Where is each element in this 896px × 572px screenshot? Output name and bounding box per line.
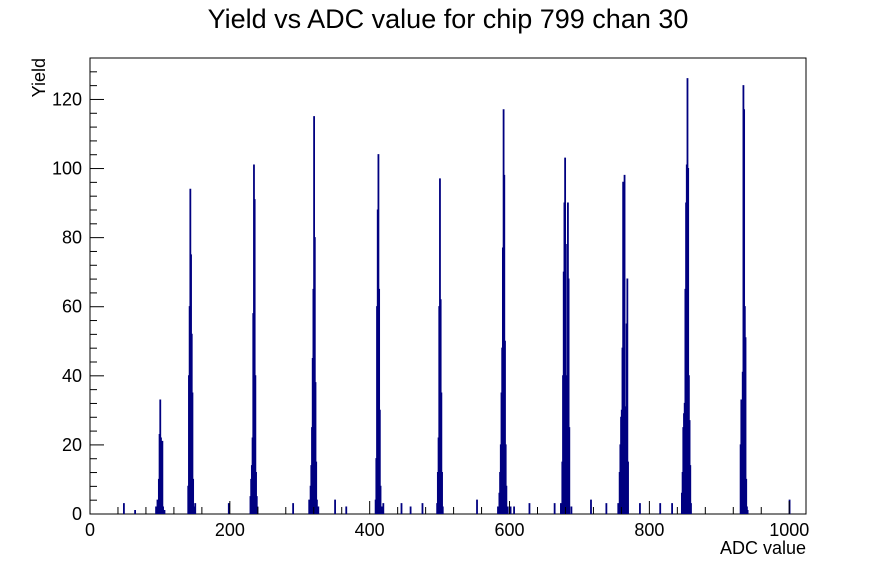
- y-axis: 0 20 40 60 80 100 120: [52, 71, 104, 524]
- histogram-bin: [623, 174, 626, 514]
- histogram-bin: [568, 427, 571, 514]
- histogram-bin: [308, 499, 311, 514]
- histogram-bin: [570, 506, 573, 514]
- histogram-bin: [255, 472, 257, 514]
- histogram-bin: [528, 503, 531, 514]
- histogram-bin: [605, 503, 608, 514]
- histogram-bin: [378, 288, 381, 514]
- histogram-bin: [689, 465, 692, 514]
- histogram-bin: [379, 485, 382, 514]
- histogram-bin: [746, 510, 749, 514]
- histogram-bin: [382, 503, 385, 514]
- histogram-bin: [400, 503, 403, 514]
- histogram-bin: [123, 503, 125, 514]
- histogram-bin: [745, 478, 748, 514]
- histogram-bin: [476, 499, 478, 514]
- histogram-bin: [317, 506, 320, 514]
- y-tick-label: 100: [52, 159, 82, 179]
- histogram-bin: [191, 392, 194, 514]
- x-tick-label: 200: [215, 520, 245, 540]
- histogram-bin: [505, 485, 508, 514]
- x-axis: 0 200 400 600 800 1000: [85, 501, 809, 540]
- x-tick-label: 600: [495, 520, 525, 540]
- histogram-bin: [155, 506, 157, 514]
- histogram-bin: [567, 278, 570, 514]
- histogram-bin: [227, 503, 230, 514]
- histogram-bin: [292, 503, 295, 514]
- histogram-bin: [161, 440, 164, 514]
- histogram-bin: [627, 461, 629, 514]
- histogram-bin: [506, 506, 509, 514]
- histogram-bin: [441, 472, 443, 514]
- y-axis-label: Yield: [29, 58, 49, 97]
- histogram-bin: [553, 503, 556, 514]
- histogram-bin: [315, 461, 318, 514]
- histogram-bin: [504, 340, 506, 514]
- x-tick-label: 400: [355, 520, 385, 540]
- histogram-bin: [560, 503, 562, 514]
- histogram-bin: [504, 444, 507, 514]
- histogram-bin: [192, 478, 195, 514]
- histogram-bin: [378, 409, 381, 514]
- histogram-bin: [744, 337, 747, 514]
- histogram-bin: [421, 503, 424, 514]
- histogram-bin: [134, 510, 136, 514]
- histogram-bin: [513, 506, 515, 514]
- y-tick-label: 40: [62, 366, 82, 386]
- x-tick-label: 0: [85, 520, 95, 540]
- histogram-bin: [345, 506, 348, 514]
- histogram-bin: [626, 278, 629, 514]
- histogram-bin: [156, 499, 159, 514]
- histogram-bin: [441, 506, 444, 514]
- y-tick-label: 20: [62, 435, 82, 455]
- histogram-bin: [313, 237, 316, 514]
- histogram-bin: [690, 503, 692, 514]
- y-tick-label: 60: [62, 297, 82, 317]
- histogram-bin: [316, 499, 318, 514]
- histogram-bin: [639, 503, 641, 514]
- histogram-bin: [590, 499, 592, 514]
- y-tick-label: 0: [72, 504, 82, 524]
- histogram-bin: [194, 503, 197, 514]
- y-tick-label: 80: [62, 228, 82, 248]
- histogram-bin: [687, 168, 690, 514]
- histogram-bin: [254, 375, 257, 514]
- histogram-bin: [497, 506, 499, 514]
- histogram-bin: [671, 503, 673, 514]
- y-tick-label: 120: [52, 89, 82, 109]
- histogram-bin: [440, 392, 443, 514]
- histogram-bin: [253, 199, 256, 514]
- histogram-bin: [659, 503, 662, 514]
- x-tick-label: 800: [634, 520, 664, 540]
- histogram-bin: [162, 506, 164, 514]
- histogram-bin: [314, 382, 317, 514]
- plot-frame: [89, 57, 807, 515]
- histogram-bars: [123, 78, 791, 514]
- x-tick-label: 1000: [769, 520, 809, 540]
- histogram-bin: [409, 506, 412, 514]
- histogram-bin: [255, 496, 258, 514]
- histogram-bin: [163, 510, 166, 514]
- x-axis-label: ADC value: [720, 538, 806, 558]
- histogram-bin: [617, 503, 620, 514]
- histogram-bin: [509, 506, 512, 514]
- chart-title: Yield vs ADC value for chip 799 chan 30: [208, 4, 689, 34]
- histogram-bin: [334, 499, 336, 514]
